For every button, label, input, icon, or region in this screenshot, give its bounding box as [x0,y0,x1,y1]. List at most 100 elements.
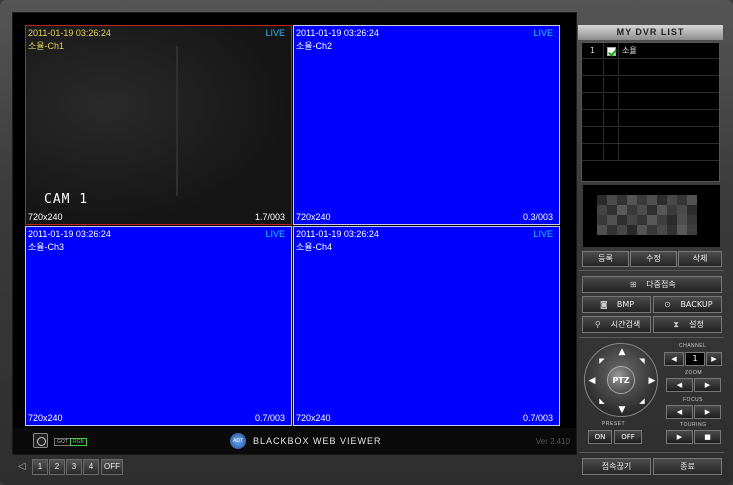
grid-icon: ⊞ [629,280,637,289]
divider [579,270,724,271]
focus-far-button[interactable]: ▶ [694,405,721,419]
video-cell-ch1[interactable]: 2011-01-19 03:26:24 소율-Ch1 LIVE CAM 1 72… [25,25,292,225]
ptz-joystick[interactable]: ▲ ▼ ◀ ▶ ◤ ◥ ◣ ◢ PTZ [584,343,658,417]
frame-rate: 0.7/003 [522,413,553,423]
dvr-list-empty-row [582,77,719,93]
split-3-button[interactable]: 3 [66,459,82,475]
rgb-badge: RGB [70,438,87,446]
timestamp: 2011-01-19 03:26:24 [28,28,111,38]
ptz-down-right-icon[interactable]: ◢ [639,397,645,405]
register-button[interactable]: 등록 [582,251,629,267]
brand-title: BLACKBOX WEB VIEWER [253,436,382,446]
settings-button[interactable]: ⧗ 설정 [653,316,722,333]
channel-label: CHANNEL [679,343,707,349]
ptz-left-icon[interactable]: ◀ [588,376,596,386]
channel-name: 소율-Ch4 [296,242,333,252]
resolution: 720x240 [296,212,331,222]
dvr-list: 1 소율 [581,42,720,182]
split-off-button[interactable]: OFF [101,459,123,475]
touring-play-button[interactable]: ▶ [666,430,693,444]
split-1-button[interactable]: 1 [32,459,48,475]
dvr-list-empty-row [582,111,719,127]
speaker-icon[interactable]: ◁ [18,461,26,472]
dvr-checkbox-cell [604,43,619,59]
channel-name: 소율-Ch3 [28,242,65,252]
time-search-label: 시간검색 [610,320,641,329]
hourglass-icon: ⧗ [673,320,679,329]
got-badge: GOT [54,438,71,446]
camera-feed [26,26,291,224]
ptz-down-icon[interactable]: ▼ [618,405,626,415]
split-4-button[interactable]: 4 [83,459,99,475]
video-panel: 2011-01-19 03:26:24 소율-Ch1 LIVE CAM 1 72… [12,12,577,455]
camera-snapshot-icon[interactable] [33,433,48,448]
resolution: 720x240 [28,212,63,222]
touring-stop-button[interactable]: ■ [694,430,721,444]
channel-value: 1 [685,352,705,366]
version-label: Ver 2.410 [535,437,570,446]
camera-overlay-label: CAM 1 [44,192,89,207]
timestamp: 2011-01-19 03:26:24 [296,229,379,239]
dvr-list-empty-row [582,128,719,144]
frame-rate: 1.7/003 [254,212,285,222]
brand-logo-icon: ADT [230,433,246,449]
timestamp: 2011-01-19 03:26:24 [296,28,379,38]
ptz-down-left-icon[interactable]: ◣ [599,397,605,405]
timestamp: 2011-01-19 03:26:24 [28,229,111,239]
split-2-button[interactable]: 2 [49,459,65,475]
frame-rate: 0.7/003 [254,413,285,423]
dvr-index: 1 [582,43,604,59]
zoom-label: ZOOM [685,370,702,376]
divider [579,452,724,453]
preset-off-button[interactable]: OFF [614,430,642,444]
dvr-list-item[interactable]: 1 소율 [582,43,719,59]
dvr-list-empty-row [582,145,719,161]
search-icon: ⊙ [664,300,671,309]
channel-name: 소율-Ch1 [28,41,65,51]
focus-label: FOCUS [683,397,703,403]
time-search-button[interactable]: ⚲ 시간검색 [582,316,651,333]
camera-icon: ◙ [600,300,608,309]
video-cell-ch4[interactable]: 2011-01-19 03:26:24 소율-Ch4 LIVE 720x240 … [293,226,560,426]
camera-feed-artifact [176,46,178,196]
zoom-in-button[interactable]: ▶ [694,378,721,392]
video-cell-ch2[interactable]: 2011-01-19 03:26:24 소율-Ch2 LIVE 720x240 … [293,25,560,225]
preset-label: PRESET [602,421,626,427]
settings-label: 설정 [689,320,704,329]
backup-button[interactable]: ⊙ BACKUP [653,296,722,313]
delete-button[interactable]: 삭제 [678,251,722,267]
zoom-out-button[interactable]: ◀ [666,378,693,392]
video-footer-bar: GOT RGB ADT BLACKBOX WEB VIEWER Ver 2.41… [13,428,576,454]
multi-connect-label: 다중접속 [646,280,676,289]
disconnect-button[interactable]: 접속끊기 [582,458,651,475]
resolution: 720x240 [28,413,63,423]
dvr-preview-thumbnail [583,185,720,247]
bmp-button[interactable]: ◙ BMP [582,296,651,313]
bmp-label: BMP [616,300,635,309]
channel-next-button[interactable]: ▶ [706,352,722,366]
dvr-list-empty-row [582,60,719,76]
backup-label: BACKUP [680,300,713,309]
live-indicator: LIVE [265,28,285,38]
dvr-checkbox[interactable] [607,47,616,56]
channel-name: 소율-Ch2 [296,41,333,51]
ptz-up-right-icon[interactable]: ◥ [639,357,645,365]
ptz-center-button[interactable]: PTZ [607,366,635,394]
ptz-up-icon[interactable]: ▲ [618,347,626,357]
live-indicator: LIVE [533,28,553,38]
multi-connect-button[interactable]: ⊞ 다중접속 [582,276,722,293]
preset-on-button[interactable]: ON [588,430,612,444]
focus-near-button[interactable]: ◀ [666,405,693,419]
dvr-name: 소율 [622,46,637,55]
ptz-up-left-icon[interactable]: ◤ [599,357,605,365]
divider [579,337,724,338]
edit-button[interactable]: 수정 [630,251,677,267]
touring-label: TOURING [680,422,707,428]
video-cell-ch3[interactable]: 2011-01-19 03:26:24 소율-Ch3 LIVE 720x240 … [25,226,292,426]
frame-rate: 0.3/003 [522,212,553,222]
exit-button[interactable]: 종료 [653,458,722,475]
channel-prev-button[interactable]: ◀ [664,352,684,366]
ptz-right-icon[interactable]: ▶ [648,376,656,386]
live-indicator: LIVE [533,229,553,239]
dvr-list-empty-row [582,94,719,110]
